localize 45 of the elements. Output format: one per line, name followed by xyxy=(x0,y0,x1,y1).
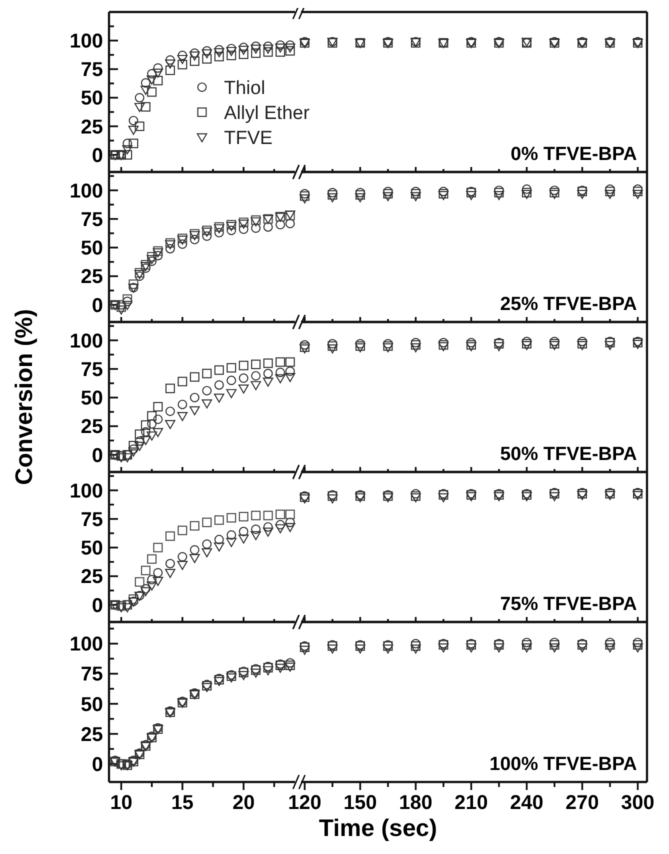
y-tick-label: 50 xyxy=(80,238,103,260)
annotation: 0% TFVE-BPA xyxy=(510,144,638,165)
legend-label: Thiol xyxy=(224,78,266,99)
annotation: 25% TFVE-BPA xyxy=(500,294,638,315)
legend-label: Allyl Ether xyxy=(224,102,310,124)
y-tick-label: 50 xyxy=(80,694,103,716)
y-tick-label: 0 xyxy=(92,144,103,167)
y-tick-label: 75 xyxy=(80,59,103,82)
x-tick-label: 15 xyxy=(171,792,194,814)
y-tick-label: 75 xyxy=(80,208,103,231)
y-tick-label: 25 xyxy=(80,566,103,588)
legend-label: TFVE xyxy=(224,128,273,149)
y-tick-label: 100 xyxy=(70,480,103,502)
annotation: 75% TFVE-BPA xyxy=(500,594,638,615)
y-tick-label: 75 xyxy=(80,664,103,686)
annotation: 100% TFVE-BPA xyxy=(490,754,638,775)
y-axis-title: Conversion (%) xyxy=(11,308,38,486)
x-tick-label: 240 xyxy=(510,792,544,814)
y-tick-label: 75 xyxy=(80,358,103,381)
x-tick-label: 150 xyxy=(344,792,377,814)
x-tick-label: 10 xyxy=(110,792,132,814)
y-tick-label: 0 xyxy=(92,444,103,467)
y-tick-label: 0 xyxy=(92,294,103,317)
y-tick-label: 100 xyxy=(70,180,103,202)
y-tick-label: 100 xyxy=(70,330,103,352)
y-tick-label: 50 xyxy=(80,388,103,410)
y-tick-label: 50 xyxy=(80,538,103,560)
y-tick-label: 25 xyxy=(80,416,103,438)
y-tick-label: 100 xyxy=(70,30,103,53)
y-tick-label: 0 xyxy=(92,594,103,617)
x-tick-label: 300 xyxy=(621,792,654,814)
y-tick-label: 0 xyxy=(92,754,103,776)
y-tick-label: 25 xyxy=(80,266,103,288)
x-tick-label: 210 xyxy=(454,792,488,814)
x-axis-title: Time (sec) xyxy=(318,815,438,842)
x-tick-label: 270 xyxy=(566,792,599,814)
x-tick-label: 180 xyxy=(399,792,432,814)
annotation: 50% TFVE-BPA xyxy=(500,444,638,465)
y-tick-label: 25 xyxy=(80,724,103,746)
y-tick-label: 75 xyxy=(80,508,103,531)
y-tick-label: 25 xyxy=(80,116,103,138)
y-tick-label: 50 xyxy=(80,88,103,110)
x-tick-label: 20 xyxy=(232,792,255,814)
x-tick-label: 120 xyxy=(288,792,322,814)
y-tick-label: 100 xyxy=(70,634,103,656)
